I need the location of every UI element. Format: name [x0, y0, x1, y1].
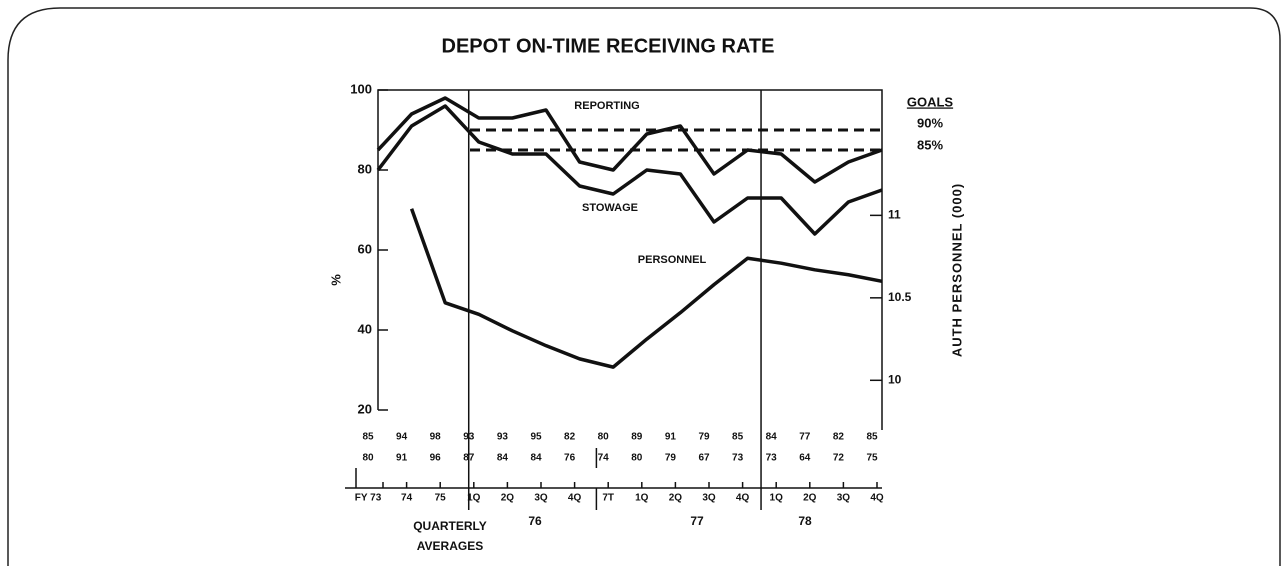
goal-label: 85%: [917, 137, 943, 152]
data-label: 96: [430, 453, 442, 464]
data-label: 82: [833, 432, 845, 443]
x-tick-label: 4Q: [736, 493, 750, 504]
y-tick-label: 100: [350, 81, 372, 96]
x-tick-label: 4Q: [568, 493, 582, 504]
data-label: 94: [396, 432, 408, 443]
series-line: [376, 96, 883, 184]
data-label: 91: [396, 453, 408, 464]
x-tick-label: 3Q: [837, 493, 851, 504]
series-line: [376, 104, 883, 236]
data-label: 84: [766, 432, 778, 443]
group-label: 78: [798, 514, 812, 528]
y-tick-label: 60: [358, 241, 372, 256]
x-tick-label: 3Q: [702, 493, 716, 504]
axes: [377, 89, 883, 430]
x-tick-label: 1Q: [467, 493, 481, 504]
data-label: 91: [665, 432, 677, 443]
x-tick-label: 75: [435, 493, 447, 504]
data-label: 76: [564, 453, 576, 464]
y-tick-label: 20: [358, 401, 372, 416]
data-label: 89: [631, 432, 643, 443]
data-label: 80: [631, 453, 643, 464]
data-label: 98: [430, 432, 442, 443]
data-label: 67: [698, 453, 710, 464]
x-tick-label: 2Q: [803, 493, 817, 504]
series-label: REPORTING: [574, 100, 639, 112]
data-label: 93: [497, 432, 509, 443]
chart-title: DEPOT ON-TIME RECEIVING RATE: [442, 35, 775, 57]
group-label: 77: [690, 514, 704, 528]
group-label: AVERAGES: [417, 539, 483, 553]
data-label: 73: [766, 453, 778, 464]
x-tick-label: 1Q: [770, 493, 784, 504]
data-label: 80: [362, 453, 374, 464]
x-tick-label: 1Q: [635, 493, 649, 504]
series-line: [409, 208, 883, 369]
x-tick-label: 7T: [602, 493, 614, 504]
data-label: 75: [866, 453, 878, 464]
data-label: 64: [799, 453, 811, 464]
group-label: 76: [528, 514, 542, 528]
series-label: PERSONNEL: [638, 254, 707, 266]
x-tick-label: 4Q: [870, 493, 884, 504]
y-tick-label: 40: [358, 321, 372, 336]
data-label: 73: [732, 453, 744, 464]
x-tick-label: 74: [401, 493, 413, 504]
x-tick-label: 3Q: [534, 493, 548, 504]
y2-tick-label: 10: [888, 372, 902, 386]
x-tick-label: 2Q: [501, 493, 515, 504]
data-label: 85: [732, 432, 744, 443]
data-label: 74: [598, 453, 610, 464]
goals-title: GOALS: [907, 94, 954, 109]
y-axis-label: %: [328, 274, 343, 286]
data-label: 84: [530, 453, 542, 464]
y2-axis-label: AUTH PERSONNEL (000): [949, 183, 964, 357]
group-label: QUARTERLY: [413, 519, 487, 533]
data-label: 79: [665, 453, 677, 464]
y2-tick-label: 10.5: [888, 290, 912, 304]
x-tick-label: FY 73: [355, 493, 382, 504]
data-label: 85: [866, 432, 878, 443]
data-label: 87: [463, 453, 475, 464]
data-label: 93: [463, 432, 475, 443]
data-label: 85: [362, 432, 374, 443]
data-label: 82: [564, 432, 576, 443]
data-label: 80: [598, 432, 610, 443]
data-label: 77: [799, 432, 811, 443]
frame: [7, 7, 1281, 566]
series-label: STOWAGE: [582, 202, 638, 214]
data-label: 72: [833, 453, 845, 464]
y2-tick-label: 11: [888, 208, 901, 222]
x-tick-label: 2Q: [669, 493, 683, 504]
goal-label: 90%: [917, 115, 943, 130]
y-tick-label: 80: [358, 161, 372, 176]
data-label: 84: [497, 453, 509, 464]
data-label: 95: [530, 432, 542, 443]
data-label: 79: [698, 432, 710, 443]
